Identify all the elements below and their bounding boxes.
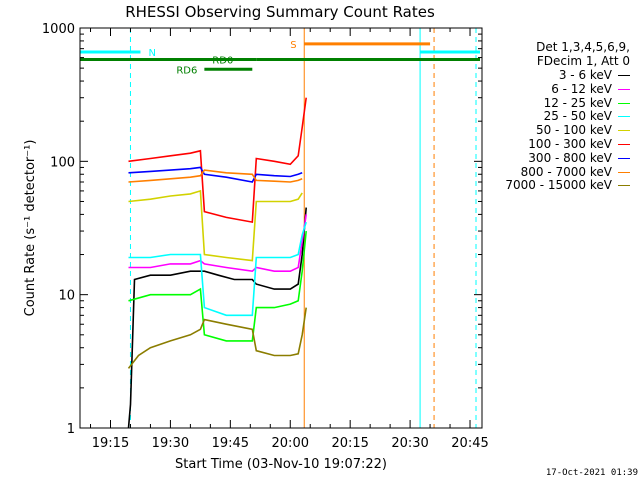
series-line-6 bbox=[128, 166, 303, 183]
x-tick-label-5: 20:30 bbox=[391, 436, 428, 451]
legend-label: 7000 - 15000 keV bbox=[505, 178, 612, 193]
timestamp-footer: 17-Oct-2021 01:39 bbox=[545, 468, 638, 478]
y-tick-label-0: 1 bbox=[67, 422, 75, 437]
series-line-4 bbox=[128, 189, 303, 262]
series-line-0 bbox=[127, 207, 307, 429]
series-line-7 bbox=[128, 169, 303, 183]
y-tick-label-2: 100 bbox=[50, 155, 75, 170]
legend-item-1: 6 - 12 keV bbox=[551, 82, 630, 96]
legend-label: 6 - 12 keV bbox=[551, 81, 612, 96]
legend-item-5: 100 - 300 keV bbox=[528, 137, 630, 151]
legend-label: 25 - 50 keV bbox=[543, 109, 612, 124]
legend-swatch bbox=[618, 130, 630, 132]
legend-label: 300 - 800 keV bbox=[528, 150, 612, 165]
legend-item-8: 7000 - 15000 keV bbox=[505, 178, 630, 192]
y-tick-label-3: 1000 bbox=[42, 22, 75, 37]
x-tick-label-4: 20:15 bbox=[331, 436, 368, 451]
x-tick-label-0: 19:15 bbox=[92, 436, 129, 451]
legend-swatch bbox=[618, 88, 630, 90]
legend-item-4: 50 - 100 keV bbox=[536, 123, 630, 137]
marker-label-rd0: RD0 bbox=[212, 56, 233, 67]
y-tick-label-1: 10 bbox=[58, 289, 75, 304]
x-tick-label-3: 20:00 bbox=[272, 436, 309, 451]
legend-swatch bbox=[618, 185, 630, 187]
series-line-8 bbox=[127, 307, 307, 369]
plot-frame bbox=[79, 27, 483, 429]
x-tick-label-6: 20:45 bbox=[451, 436, 488, 451]
marker-label-s: S bbox=[290, 40, 296, 51]
marker-label-n: N bbox=[148, 48, 155, 59]
legend-item-0: 3 - 6 keV bbox=[559, 68, 630, 82]
series-line-2 bbox=[128, 231, 307, 342]
legend-label: 100 - 300 keV bbox=[528, 137, 612, 151]
legend-item-2: 12 - 25 keV bbox=[544, 96, 630, 110]
y-axis-label: Count Rate (s⁻¹ detector⁻¹) bbox=[23, 140, 38, 317]
x-tick-label-1: 19:30 bbox=[152, 436, 189, 451]
axes: 19:15 19:30 19:45 20:00 20:15 20:30 20:45 1 10 10… bbox=[42, 22, 489, 451]
legend-label: 50 - 100 keV bbox=[535, 123, 612, 138]
legend-header-2: FDecim 1, Att 0 bbox=[536, 54, 630, 68]
legend-label: 3 - 6 keV bbox=[558, 68, 612, 82]
legend-swatch bbox=[618, 171, 630, 173]
legend-label: 12 - 25 keV bbox=[543, 95, 612, 110]
legend-item-7: 800 - 7000 keV bbox=[521, 165, 630, 179]
plot-area: N S RD0 RD6 bbox=[79, 28, 481, 429]
legend-swatch bbox=[618, 102, 630, 104]
x-axis-label: Start Time (03-Nov-10 19:07:22) bbox=[175, 457, 387, 472]
series-line-5 bbox=[128, 97, 307, 224]
legend-swatch bbox=[618, 116, 630, 118]
series-line-3 bbox=[128, 221, 307, 317]
legend-swatch bbox=[618, 157, 630, 159]
chart-title: RHESSI Observing Summary Count Rates bbox=[125, 3, 435, 21]
legend-header-1: Det 1,3,4,5,6,9, bbox=[536, 40, 630, 54]
legend-swatch bbox=[618, 75, 630, 76]
legend-item-3: 25 - 50 keV bbox=[544, 109, 630, 123]
series-line-1 bbox=[128, 214, 307, 273]
x-tick-label-2: 19:45 bbox=[212, 436, 249, 451]
legend-swatch bbox=[618, 144, 630, 145]
legend-item-6: 300 - 800 keV bbox=[528, 151, 630, 165]
marker-label-rd6: RD6 bbox=[176, 65, 197, 76]
legend-label: 800 - 7000 keV bbox=[520, 164, 612, 179]
